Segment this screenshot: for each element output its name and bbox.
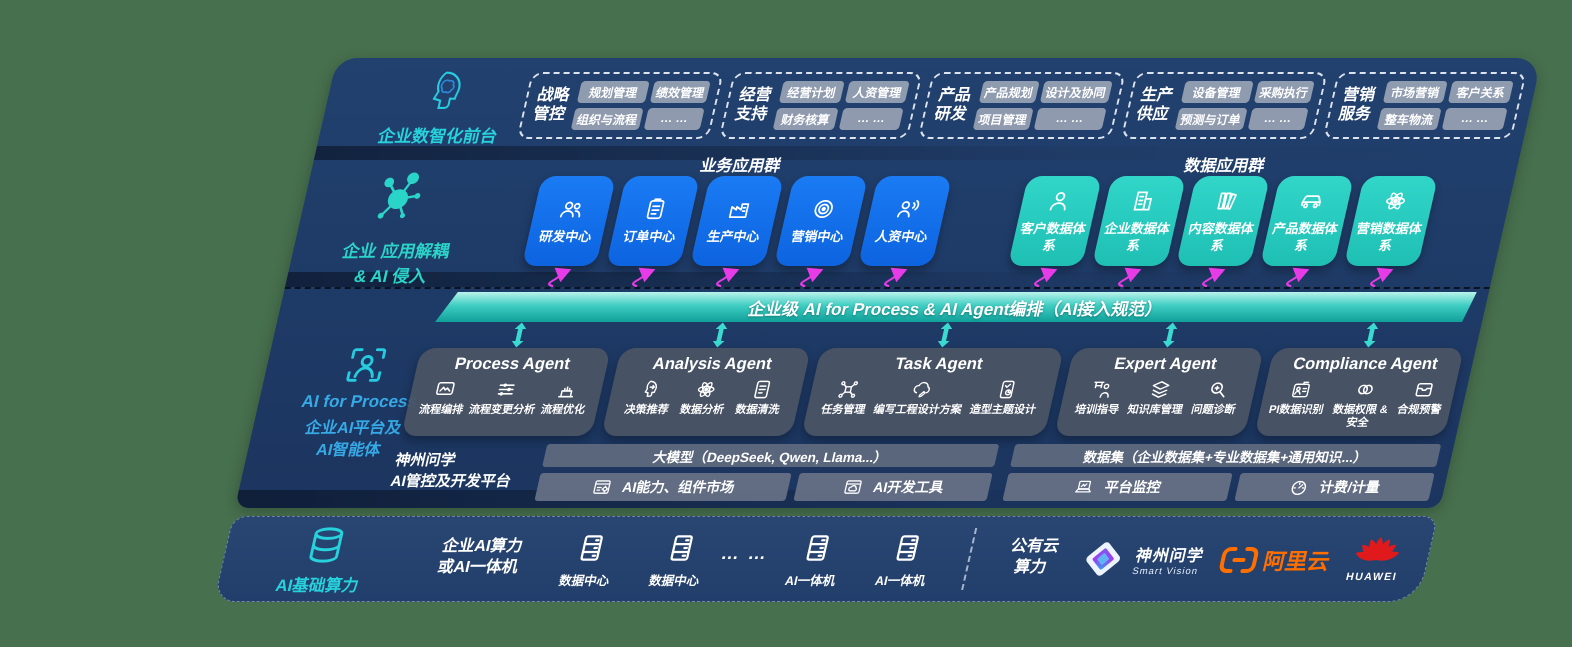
huawei-logo: HUAWEI bbox=[1345, 529, 1408, 583]
analysis-agent-box: Analysis Agent 决策推荐 数据分析 数据清洗 bbox=[601, 348, 811, 436]
agent-item: 决策推荐 bbox=[623, 378, 676, 417]
ai-appliance-node: AI一体机 bbox=[775, 531, 854, 589]
aliyun-logo: 阿里云 bbox=[1216, 544, 1333, 576]
datacenter-node: 数据中心 bbox=[639, 531, 718, 589]
cloud-pencil-icon bbox=[908, 378, 936, 401]
billing-metering-bar: 计费/计量 bbox=[1233, 473, 1435, 501]
task-agent-box: Task Agent 任务管理 编写工程设计方案 造型主题设计 bbox=[800, 348, 1065, 436]
ellipsis: … … bbox=[719, 543, 771, 563]
process-agent-box: Process Agent 流程编排 流程变更分析 流程优化 bbox=[401, 348, 612, 436]
document-icon bbox=[748, 378, 776, 401]
molecule-icon bbox=[377, 172, 421, 219]
architecture-diagram: 企业数智化前台 战略 管控 规划管理 绩效管理 组织与流程 … … 经营 支持 bbox=[213, 58, 1543, 602]
layer-separator-dashed-line bbox=[284, 287, 1490, 289]
smartvision-diamond-icon bbox=[1086, 542, 1121, 576]
ai-capability-market-bar: AI能力、组件市场 bbox=[534, 473, 792, 501]
agent-item: 编写工程设计方案 bbox=[872, 378, 969, 417]
id-card-icon bbox=[1287, 378, 1315, 401]
layers-icon bbox=[1146, 378, 1174, 401]
aliyun-bracket-icon bbox=[1219, 547, 1259, 573]
window-cloud-icon bbox=[840, 477, 866, 498]
server-icon bbox=[797, 531, 839, 565]
agent-item: 知识库管理 bbox=[1126, 378, 1190, 417]
ai-base-compute: AI基础算力 bbox=[260, 523, 387, 596]
compliance-agent-box: Compliance Agent PI数据识别 数据权限 & 安全 合规预警 bbox=[1254, 348, 1465, 436]
enterprise-compute-label: 企业AI算力 或AI一体机 bbox=[435, 538, 525, 576]
laptop-monitor-icon bbox=[1071, 477, 1097, 498]
sliders-icon bbox=[493, 378, 521, 401]
main-panel: 企业数智化前台 战略 管控 规划管理 绩效管理 组织与流程 … … 经营 支持 bbox=[234, 58, 1543, 508]
agent-item: 流程优化 bbox=[539, 378, 592, 417]
inbox-alert-icon bbox=[1410, 378, 1438, 401]
smartvision-logo: 神州问学 Smart Vision bbox=[1075, 536, 1208, 582]
agent-item: 培训指导 bbox=[1073, 378, 1126, 417]
agent-item: 流程变更分析 bbox=[467, 378, 542, 417]
tablet-check-icon bbox=[993, 378, 1021, 401]
datacenter-node: 数据中心 bbox=[549, 531, 628, 589]
ai-dev-tools-bar: AI开发工具 bbox=[793, 473, 993, 501]
monitor-wave-icon bbox=[432, 378, 460, 401]
platform-label: 神州问学 AI管控及开发平台 bbox=[388, 452, 513, 490]
ai-appliance-node: AI一体机 bbox=[865, 531, 944, 589]
focus-person-icon bbox=[346, 348, 387, 382]
database-icon bbox=[309, 527, 344, 563]
ai-orchestration-bar: 企业级 AI for Process & AI Agent编排（AI接入规范） bbox=[435, 292, 1477, 322]
head-arrow-icon bbox=[637, 378, 665, 401]
agent-item: PI数据识别 bbox=[1267, 378, 1330, 417]
pink-flow-arrows bbox=[548, 267, 1394, 288]
agent-item: 数据分析 bbox=[678, 378, 731, 417]
agent-item: 流程编排 bbox=[417, 378, 470, 417]
magnifier-icon bbox=[1204, 378, 1232, 401]
server-icon bbox=[661, 531, 703, 565]
dataset-header: 数据集（企业数据集+专业数据集+通用知识...） bbox=[1010, 444, 1442, 467]
model-header: 大模型（DeepSeek, Qwen, Llama...） bbox=[542, 444, 1000, 467]
brain-head-icon bbox=[432, 71, 461, 109]
atom-icon bbox=[692, 378, 720, 401]
agent-row: Process Agent 流程编排 流程变更分析 流程优化 bbox=[401, 348, 1465, 436]
server-icon bbox=[887, 531, 929, 565]
compute-label: AI基础算力 bbox=[273, 577, 361, 595]
public-cloud-label: 公有云 算力 bbox=[1009, 538, 1061, 576]
grid-nodes-icon bbox=[834, 378, 862, 401]
dataset-group: 数据集（企业数据集+专业数据集+通用知识...） 平台监控 计费/计量 bbox=[1002, 444, 1442, 501]
agent-item: 数据权限 & 安全 bbox=[1322, 378, 1402, 430]
platform-monitor-bar: 平台监控 bbox=[1002, 473, 1233, 501]
server-icon bbox=[571, 531, 613, 565]
window-gear-icon bbox=[589, 477, 615, 498]
compute-bar: AI基础算力 企业AI算力 或AI一体机 数据中心 数据中心 … … AI一体机… bbox=[213, 516, 1438, 602]
huawei-petals-icon bbox=[1355, 537, 1399, 561]
agent-item: 合规预警 bbox=[1395, 378, 1448, 417]
rings-icon bbox=[1351, 378, 1379, 401]
gauge-icon bbox=[1286, 477, 1312, 498]
model-group: 大模型（DeepSeek, Qwen, Llama...） AI能力、组件市场 … bbox=[534, 444, 1000, 501]
agent-item: 任务管理 bbox=[820, 378, 873, 417]
agent-item: 数据清洗 bbox=[734, 378, 787, 417]
agent-item: 造型主题设计 bbox=[968, 378, 1043, 417]
agent-item: 问题诊断 bbox=[1190, 378, 1243, 417]
teacher-board-icon bbox=[1087, 378, 1115, 401]
expert-agent-box: Expert Agent 培训指导 知识库管理 问题诊断 bbox=[1054, 348, 1265, 436]
section-divider bbox=[961, 528, 978, 590]
stack-icon bbox=[553, 378, 581, 401]
